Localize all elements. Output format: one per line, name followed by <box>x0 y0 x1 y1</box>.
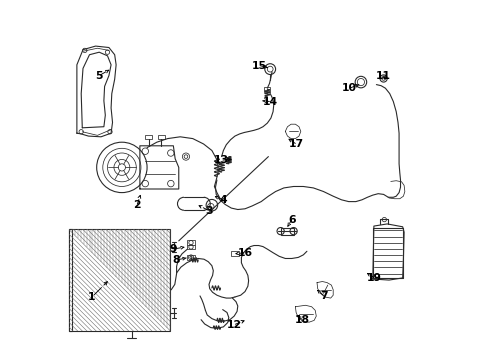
Text: 16: 16 <box>238 248 252 258</box>
Text: 9: 9 <box>169 244 177 254</box>
Bar <box>231 251 239 256</box>
Bar <box>158 135 165 139</box>
Bar <box>187 245 195 249</box>
Bar <box>69 229 170 331</box>
Text: 15: 15 <box>252 60 267 71</box>
Text: 17: 17 <box>289 139 304 149</box>
Text: 7: 7 <box>320 291 328 301</box>
Text: 3: 3 <box>205 206 213 216</box>
Text: 1: 1 <box>88 292 96 302</box>
Text: 11: 11 <box>376 71 391 81</box>
Bar <box>281 228 294 235</box>
Text: 8: 8 <box>173 255 180 265</box>
Text: 4: 4 <box>220 195 227 205</box>
Text: 14: 14 <box>263 96 278 107</box>
Bar <box>69 229 72 331</box>
Bar <box>187 255 195 260</box>
Bar <box>69 229 170 331</box>
Text: 13: 13 <box>214 155 229 165</box>
Text: 19: 19 <box>367 273 382 283</box>
Text: 10: 10 <box>342 83 357 93</box>
Bar <box>265 87 270 92</box>
Bar <box>145 135 152 139</box>
Text: 2: 2 <box>133 200 141 210</box>
Bar <box>187 240 195 245</box>
Text: 12: 12 <box>227 320 242 330</box>
Text: 6: 6 <box>288 215 295 225</box>
Text: 5: 5 <box>96 71 103 81</box>
Text: 18: 18 <box>295 315 310 325</box>
